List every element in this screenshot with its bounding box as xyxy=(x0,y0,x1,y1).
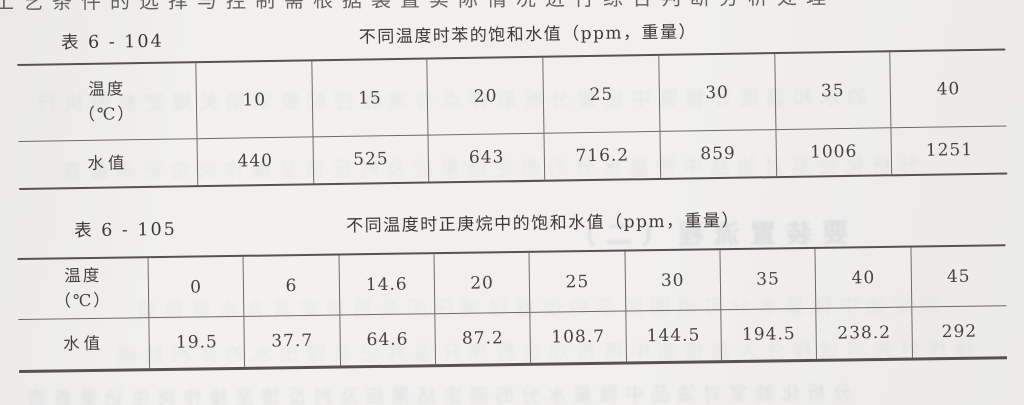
temperature-label-line1: 温度 xyxy=(88,79,126,99)
water-value-cell: 64.6 xyxy=(339,314,436,366)
temperature-cell: 35 xyxy=(719,248,816,311)
water-value-cell: 643 xyxy=(427,133,545,182)
temperature-cell: 20 xyxy=(426,57,544,136)
water-value-cell: 525 xyxy=(312,135,429,184)
temperature-header-label: 温度 （℃） xyxy=(17,63,197,142)
water-value-cell: 37.7 xyxy=(243,315,340,367)
temperature-cell: 30 xyxy=(624,250,721,312)
water-value-cell: 292 xyxy=(910,306,1007,358)
temperature-label-line2: （℃） xyxy=(78,103,136,124)
water-value-cell: 194.5 xyxy=(720,308,817,361)
table-title: 不同温度时苯的饱和水值（ppm，重量） xyxy=(358,22,698,48)
water-value-cell: 859 xyxy=(659,130,776,178)
water-value-cell: 108.7 xyxy=(529,311,626,363)
temperature-cell: 40 xyxy=(814,247,911,309)
water-value-cell: 1251 xyxy=(890,126,1008,175)
water-value-label: 水值 xyxy=(63,333,105,353)
temperature-cell: 45 xyxy=(910,246,1007,308)
temperature-cell: 35 xyxy=(773,52,891,131)
temperature-cell: 20 xyxy=(433,252,530,315)
temperature-cell: 10 xyxy=(195,61,313,140)
temperature-cell: 14.6 xyxy=(338,254,435,316)
temperature-cell: 6 xyxy=(242,255,340,317)
water-value-cell: 716.2 xyxy=(543,131,661,180)
table-6-104: 温度 （℃） 10 15 20 25 30 35 40 水值 440 525 643 716.2 859 10… xyxy=(17,48,1008,190)
table-title: 不同温度时正庚烷中的饱和水值（ppm，重量） xyxy=(346,210,741,237)
water-value-cell: 144.5 xyxy=(624,310,722,362)
temperature-header-label: 温度 （℃） xyxy=(17,258,149,320)
water-value-cell: 238.2 xyxy=(815,307,912,359)
temperature-cell: 25 xyxy=(542,55,660,134)
water-value-cell: 1006 xyxy=(775,128,892,177)
table-6-105-section: 表 6 - 105 不同温度时正庚烷中的饱和水值（ppm，重量） 温度 （℃） 0 6… xyxy=(17,198,1008,373)
temperature-cell: 30 xyxy=(658,54,776,132)
water-value-cell: 87.2 xyxy=(434,312,531,365)
temperature-cell: 40 xyxy=(889,50,1007,129)
table-6-104-section: 表 6 - 104 不同温度时苯的饱和水值（ppm，重量） 温度 （℃） 10 15 2… xyxy=(17,8,1008,190)
temperature-label-line2: （℃） xyxy=(54,290,112,310)
temperature-cell: 25 xyxy=(528,251,625,313)
water-value-label: 水值 xyxy=(87,152,129,173)
temperature-cell: 0 xyxy=(147,256,244,319)
temperature-label-line1: 温度 xyxy=(64,265,102,286)
water-value-cell: 440 xyxy=(196,137,313,186)
water-value-cell: 19.5 xyxy=(148,316,245,369)
temperature-cell: 15 xyxy=(311,59,428,138)
bleedthrough-text: 分析化验室对油品中微量水分的测定结果应及时反馈至操作岗位记录备查 xyxy=(19,382,853,405)
table-6-105: 温度 （℃） 0 6 14.6 20 25 30 35 40 45 水值 19.5 37.7 64.6 87.… xyxy=(17,244,1008,373)
